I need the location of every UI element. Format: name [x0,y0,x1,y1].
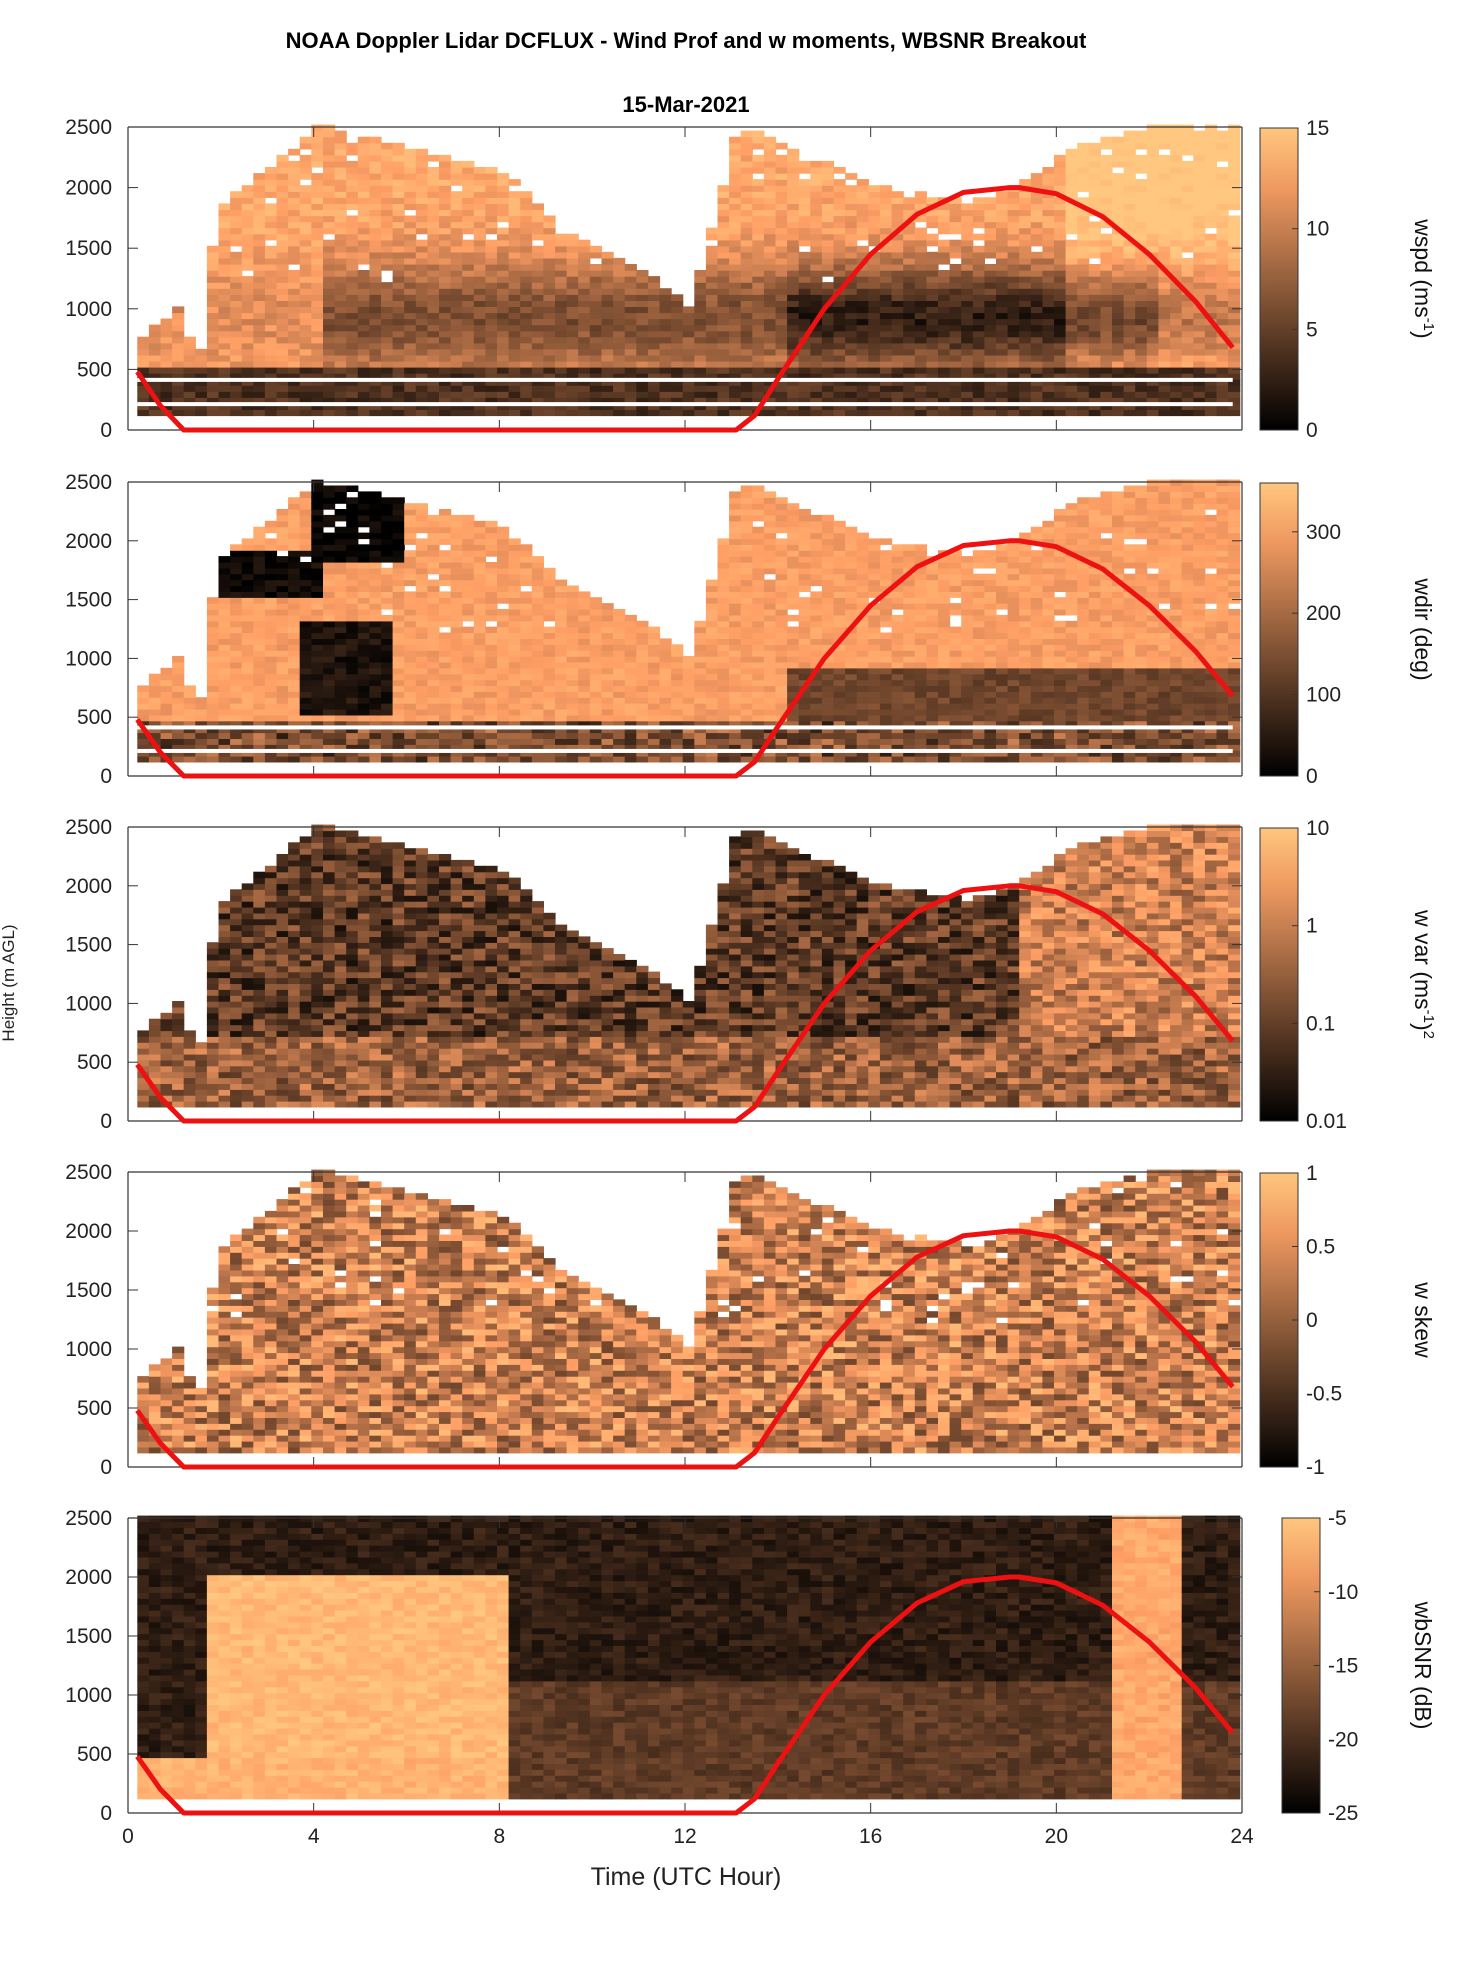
y-tick-label: 500 [77,1743,112,1766]
y-axis-label: Height (m AGL) [0,924,18,1041]
x-tick-label: 12 [673,1825,696,1848]
figure-title: NOAA Doppler Lidar DCFLUX - Wind Prof an… [286,28,1087,53]
colorbar-tick-label: 1 [1306,1162,1318,1185]
colorbar-tick-label: 0.1 [1306,1012,1335,1035]
colorbar-tick-label: -1 [1306,1456,1325,1479]
y-tick-label: 0 [100,1110,112,1133]
gap-band [137,748,1233,753]
overlay-line [135,1228,1235,1470]
gap-band [137,725,1233,730]
y-tick-label: 0 [100,765,112,788]
y-tick-label: 2000 [65,530,112,553]
y-tick-label: 2500 [65,816,112,839]
colorbar-tick-label: 10 [1306,218,1329,241]
overlay-line [135,1574,1235,1816]
panel-w-var: 0 500 1000 1500 2000 2500 0.01 0.1 1 10 w var (ms-… [65,816,1437,1133]
colorbar-tick-label: 0 [1306,765,1318,788]
colorbar-tick-label: -20 [1328,1728,1358,1751]
y-tick-label: 1000 [65,298,112,321]
x-tick-label: 0 [122,1825,134,1848]
overlay-line [135,883,1235,1124]
colorbar [1259,1172,1299,1468]
overlay-line [135,185,1235,433]
colorbar-tick-label: 5 [1306,318,1318,341]
colorbar-tick-label: 300 [1306,521,1341,544]
gap-band [137,402,1233,407]
colorbar-tick-label: 100 [1306,684,1341,707]
colorbar-tick-label: 0.01 [1306,1110,1347,1133]
y-tick-label: 500 [77,1051,112,1074]
panel-wdir: 0 500 1000 1500 2000 2500 0 100 200 300 wdir (deg) [65,471,1436,788]
colorbar-tick-label: 1 [1306,915,1318,938]
y-tick-label: 500 [77,1397,112,1420]
gap-band [137,377,1233,382]
y-tick-label: 1000 [65,647,112,670]
x-tick-label: 8 [493,1825,505,1848]
x-tick-label: 4 [308,1825,320,1848]
heatmap-field [137,824,1241,1108]
y-tick-label: 1500 [65,1625,112,1648]
y-tick-label: 2500 [65,1161,112,1184]
heatmap-field [137,1169,1241,1454]
y-tick-label: 1500 [65,237,112,260]
y-tick-label: 2000 [65,177,112,200]
colorbar [1259,482,1299,777]
colorbar-tick-label: 10 [1306,817,1329,840]
heatmap-field [137,124,1241,417]
y-tick-label: 2500 [65,1507,112,1530]
y-tick-label: 1500 [65,1279,112,1302]
x-tick-label: 20 [1045,1825,1068,1848]
y-tick-label: 1000 [65,1684,112,1707]
colorbar-label: w skew [1410,1281,1436,1358]
y-tick-label: 2500 [65,116,112,139]
y-tick-label: 1000 [65,992,112,1015]
heatmap-field [137,1515,1241,1800]
y-tick-label: 0 [100,1456,112,1479]
y-tick-label: 500 [77,706,112,729]
colorbar [1281,1517,1321,1814]
y-tick-label: 1500 [65,589,112,612]
y-tick-label: 0 [100,1802,112,1825]
panel-wbSNR: 0 500 1000 1500 2000 2500 0 4 8 12 16 20 24 -25 -20 -15… [65,1507,1436,1848]
y-tick-label: 2000 [65,1566,112,1589]
colorbar-label: w var (ms-1)2 [1410,909,1437,1039]
y-tick-label: 1000 [65,1338,112,1361]
colorbar-tick-label: 0.5 [1306,1236,1335,1259]
colorbar-tick-label: -10 [1328,1581,1358,1604]
panel-w-skew: 0 500 1000 1500 2000 2500 -1 -0.5 0 0.5 1 w skew [65,1161,1436,1479]
colorbar-tick-label: 0 [1306,1309,1318,1332]
x-tick-label: 16 [859,1825,882,1848]
y-tick-label: 2000 [65,1220,112,1243]
y-tick-label: 0 [100,419,112,442]
colorbar-tick-label: -0.5 [1306,1383,1342,1406]
colorbar-tick-label: 0 [1306,419,1318,442]
x-tick-label: 24 [1230,1825,1254,1848]
overlay-line [135,538,1235,779]
colorbar-tick-label: -15 [1328,1655,1358,1678]
colorbar-label: wspd (ms-1) [1410,218,1437,338]
figure-date: 15-Mar-2021 [622,92,749,117]
colorbar-tick-label: -5 [1328,1507,1347,1530]
colorbar-tick-label: 15 [1306,117,1329,140]
y-tick-label: 1500 [65,934,112,957]
colorbar-label: wbSNR (dB) [1410,1601,1436,1730]
panel-wspd: 0 500 1000 1500 2000 2500 0 5 10 15 wspd (ms-1) [65,116,1437,442]
y-tick-label: 2500 [65,471,112,494]
colorbar-tick-label: -25 [1328,1802,1358,1825]
x-axis-label: Time (UTC Hour) [591,1863,782,1891]
colorbar [1259,827,1299,1122]
y-tick-label: 500 [77,358,112,381]
colorbar [1259,127,1299,431]
colorbar-tick-label: 200 [1306,602,1341,625]
y-tick-label: 2000 [65,875,112,898]
colorbar-label: wdir (deg) [1410,577,1436,680]
